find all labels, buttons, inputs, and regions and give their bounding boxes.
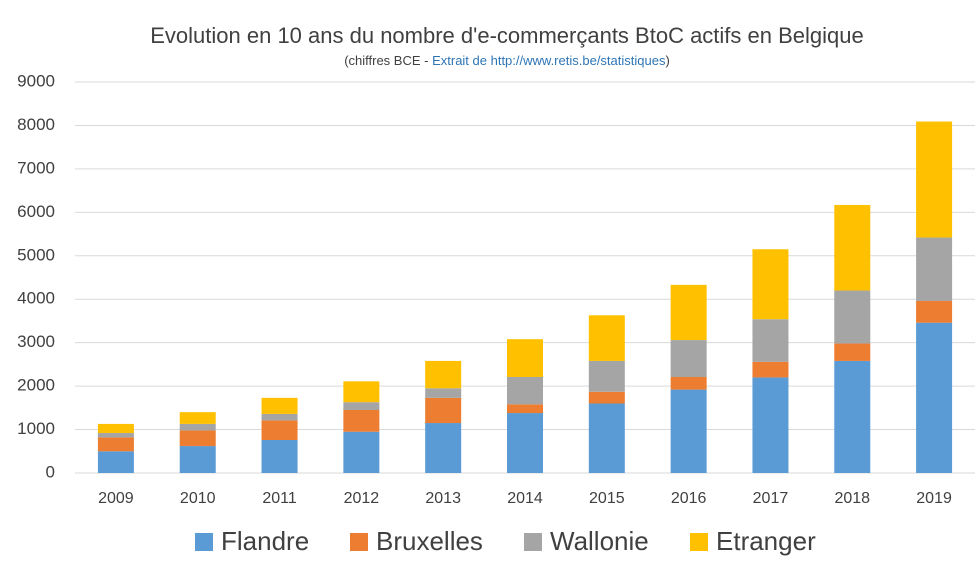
legend-swatch	[350, 533, 368, 551]
bar-segment	[670, 284, 707, 341]
bar-segment	[916, 300, 953, 323]
bar-segment	[425, 388, 462, 398]
bar-segment	[261, 439, 298, 473]
bar-segment	[834, 290, 871, 344]
x-tick-label: 2016	[671, 490, 707, 507]
x-tick-label: 2018	[834, 490, 870, 507]
bar-segment	[425, 397, 462, 424]
bar-segment	[507, 339, 543, 377]
bar-segment	[507, 404, 543, 414]
x-tick-label: 2012	[344, 490, 380, 507]
y-tick-label: 7000	[17, 158, 55, 177]
bar-segment	[343, 410, 380, 432]
bar-segment	[261, 420, 298, 440]
legend-label: Flandre	[221, 526, 309, 556]
bar-segment	[916, 121, 953, 238]
bar-segment	[670, 389, 707, 473]
bar-segment	[179, 412, 216, 424]
bar-segment	[507, 413, 543, 473]
legend-swatch	[195, 533, 213, 551]
legend-swatch	[690, 533, 708, 551]
y-tick-label: 1000	[17, 419, 55, 438]
bar-segment	[97, 433, 134, 438]
bar-segment	[588, 403, 625, 473]
legend-label: Bruxelles	[376, 526, 483, 556]
y-tick-label: 6000	[17, 202, 55, 221]
bar-segment	[916, 237, 953, 301]
bar-segment	[97, 423, 134, 434]
bar-segment	[752, 249, 789, 320]
x-tick-label: 2014	[507, 490, 543, 507]
bar-segment	[97, 451, 134, 473]
chart-title: Evolution en 10 ans du nombre d'e-commer…	[150, 23, 864, 48]
bar-segment	[834, 360, 871, 473]
bar-segment	[425, 423, 462, 473]
bar-segment	[752, 319, 789, 362]
y-tick-label: 5000	[17, 245, 55, 264]
bar-segment	[588, 360, 625, 392]
bar-segment	[343, 402, 380, 411]
bar-segment	[179, 430, 216, 447]
y-tick-label: 3000	[17, 332, 55, 351]
bar-segment	[179, 446, 216, 473]
bar-segment	[916, 322, 953, 473]
bar-segment	[261, 413, 298, 421]
x-tick-label: 2015	[589, 490, 625, 507]
bar-segment	[834, 343, 871, 361]
bar-segment	[670, 376, 707, 390]
subtitle-link: Extrait de http://www.retis.be/statistiq…	[432, 53, 666, 68]
bar-segment	[752, 377, 789, 473]
bar-segment	[588, 315, 625, 361]
subtitle-part: )	[665, 53, 669, 68]
bar-segment	[834, 204, 871, 291]
bar-segment	[261, 397, 298, 414]
bar-segment	[588, 391, 625, 404]
bar-segment	[670, 340, 707, 377]
chart-subtitle: (chiffres BCE - Extrait de http://www.re…	[344, 53, 670, 68]
y-tick-label: 4000	[17, 289, 55, 308]
bar-segment	[507, 376, 543, 405]
y-tick-label: 2000	[17, 376, 55, 395]
subtitle-part: (chiffres BCE -	[344, 53, 432, 68]
bar-segment	[425, 360, 462, 389]
legend-label: Wallonie	[550, 526, 649, 556]
bar-segment	[343, 431, 380, 473]
x-tick-label: 2011	[262, 490, 297, 507]
x-tick-label: 2010	[180, 490, 216, 507]
x-tick-label: 2009	[98, 490, 134, 507]
legend-label: Etranger	[716, 526, 816, 556]
bar-segment	[752, 361, 789, 378]
bar-segment	[179, 423, 216, 431]
legend-swatch	[524, 533, 542, 551]
bar-segment	[97, 437, 134, 452]
x-tick-label: 2017	[753, 490, 789, 507]
y-tick-label: 9000	[17, 71, 55, 90]
y-tick-label: 8000	[17, 115, 55, 134]
y-tick-label: 0	[46, 462, 55, 481]
bar-segment	[343, 381, 380, 403]
x-tick-label: 2019	[916, 490, 952, 507]
x-tick-label: 2013	[425, 490, 461, 507]
